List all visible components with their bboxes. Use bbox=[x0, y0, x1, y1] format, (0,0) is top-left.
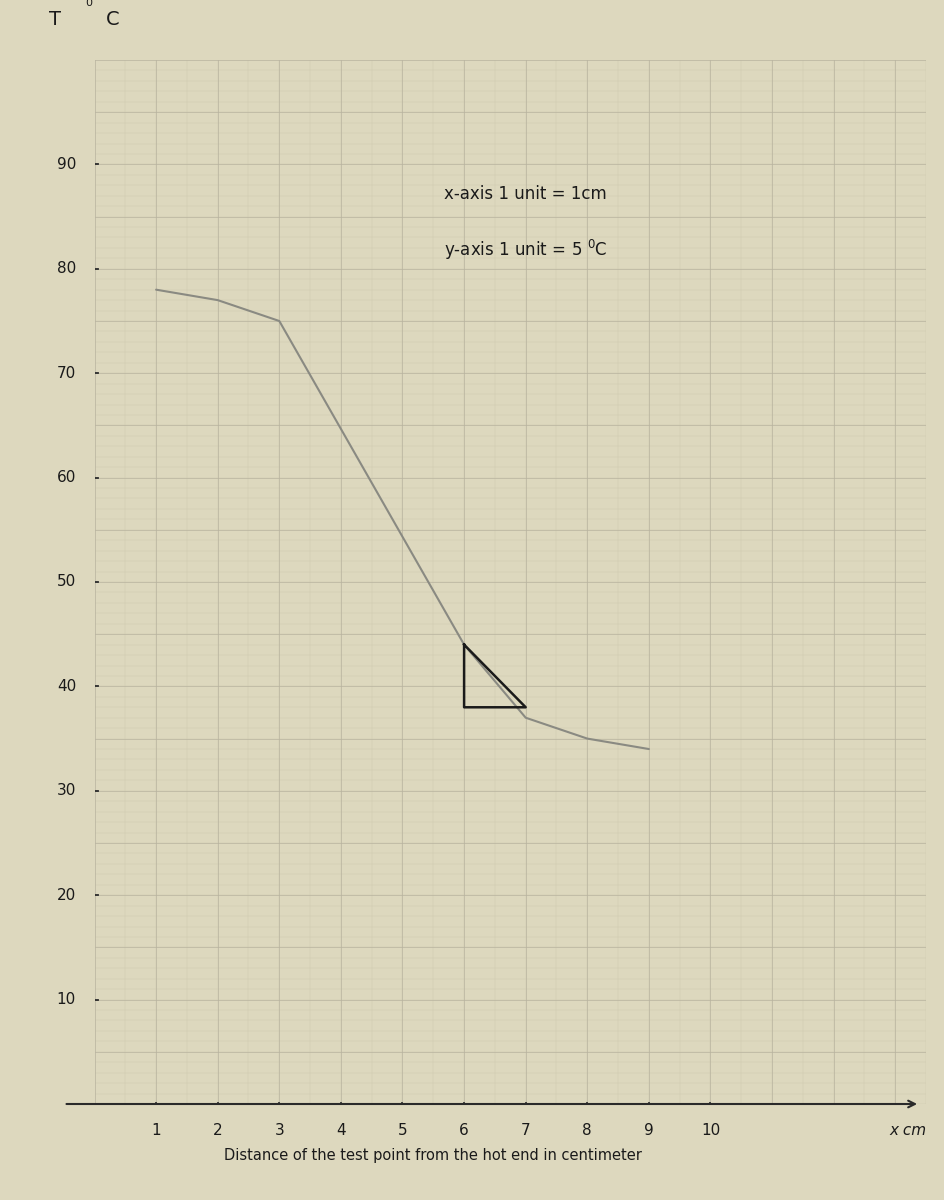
Text: 4: 4 bbox=[336, 1123, 346, 1138]
Text: 40: 40 bbox=[57, 679, 76, 694]
Text: 3: 3 bbox=[274, 1123, 284, 1138]
Text: 9: 9 bbox=[644, 1123, 653, 1138]
Text: 60: 60 bbox=[57, 470, 76, 485]
Text: 80: 80 bbox=[57, 262, 76, 276]
Text: C: C bbox=[106, 10, 119, 29]
Text: x cm: x cm bbox=[888, 1123, 925, 1138]
Text: 2: 2 bbox=[212, 1123, 222, 1138]
Text: 6: 6 bbox=[459, 1123, 468, 1138]
Text: y-axis 1 unit = 5 $\mathregular{^0}$C: y-axis 1 unit = 5 $\mathregular{^0}$C bbox=[444, 238, 607, 262]
Text: 90: 90 bbox=[57, 157, 76, 172]
Text: 20: 20 bbox=[57, 888, 76, 902]
Text: 70: 70 bbox=[57, 366, 76, 380]
Text: 10: 10 bbox=[57, 992, 76, 1007]
Text: 5: 5 bbox=[397, 1123, 407, 1138]
Text: 50: 50 bbox=[57, 575, 76, 589]
Text: 30: 30 bbox=[57, 784, 76, 798]
Text: Distance of the test point from the hot end in centimeter: Distance of the test point from the hot … bbox=[224, 1148, 642, 1163]
Text: 0: 0 bbox=[85, 0, 93, 7]
Text: 10: 10 bbox=[700, 1123, 719, 1138]
Text: x-axis 1 unit = 1cm: x-axis 1 unit = 1cm bbox=[444, 185, 606, 203]
Text: T: T bbox=[48, 10, 60, 29]
Text: 7: 7 bbox=[520, 1123, 530, 1138]
Text: 8: 8 bbox=[582, 1123, 592, 1138]
Text: 1: 1 bbox=[151, 1123, 160, 1138]
